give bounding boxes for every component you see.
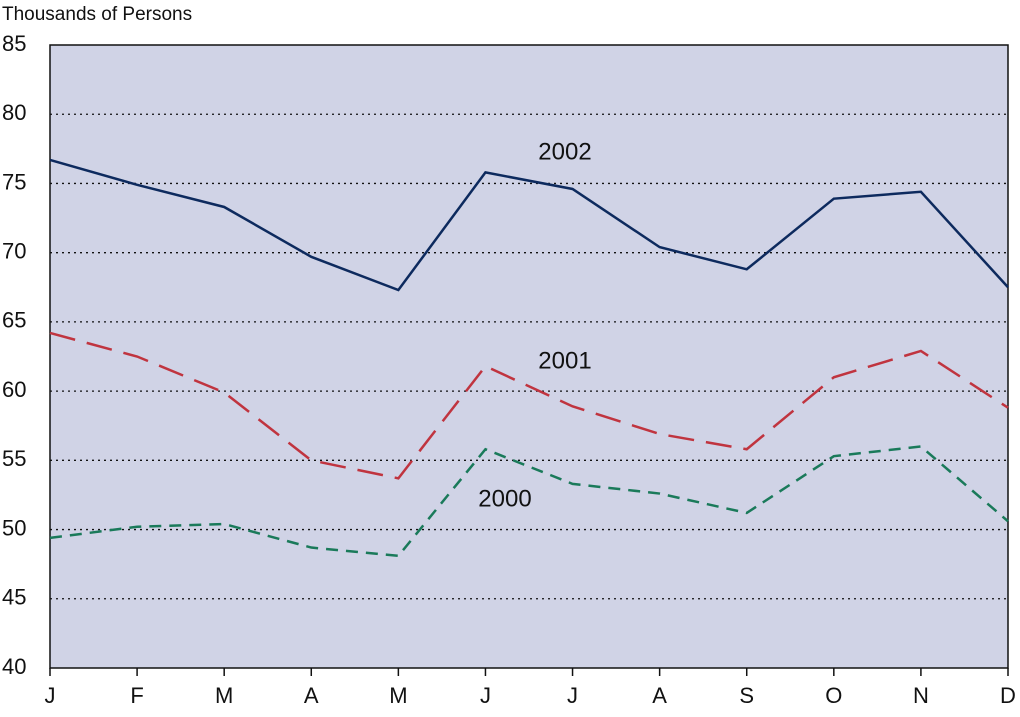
series-line [49,445,1009,558]
series-label: 2001 [538,347,591,374]
x-tick-label: S [739,683,754,708]
y-tick-label: 45 [2,585,26,610]
y-tick-label: 75 [2,169,26,194]
x-tick-label: A [652,683,667,708]
x-tick-label: M [215,683,233,708]
x-tick-label: D [1000,683,1016,708]
y-tick-label: 70 [2,238,26,263]
x-tick-label: O [825,683,842,708]
x-tick-label: F [130,683,143,708]
y-axis-label: Thousands of Persons [2,4,192,25]
plot-area [50,45,1008,668]
series-line [49,158,1009,292]
y-tick-label: 85 [2,31,26,56]
series-label: 2000 [478,485,531,512]
x-tick-label: J [480,683,491,708]
x-tick-label: M [389,683,407,708]
series-line [49,331,1009,480]
y-tick-label: 80 [2,100,26,125]
plot-border [49,44,1009,669]
y-tick-label: 65 [2,308,26,333]
y-tick-label: 40 [2,654,26,679]
x-tick-label: A [304,683,319,708]
x-tick-label: N [913,683,929,708]
y-tick-label: 55 [2,446,26,471]
series-label: 2002 [538,138,591,165]
x-tick-label: J [567,683,578,708]
x-tick-label: J [45,683,56,708]
y-tick-label: 60 [2,377,26,402]
y-tick-label: 50 [2,515,26,540]
